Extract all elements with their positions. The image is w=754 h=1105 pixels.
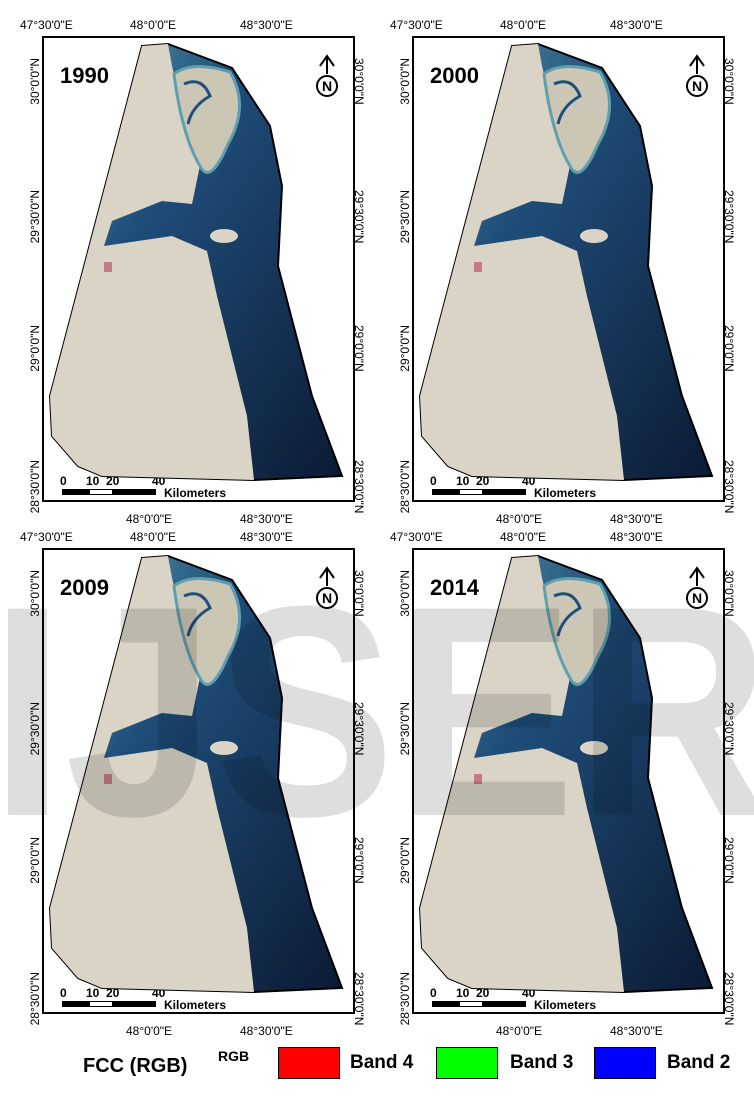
left-tick-label: 29°30'0"N bbox=[28, 190, 42, 243]
north-arrow-icon: N bbox=[317, 56, 337, 96]
top-tick-label: 48°0'0"E bbox=[130, 18, 176, 32]
left-tick-label: 29°0'0"N bbox=[398, 837, 412, 884]
left-tick-label: 28°30'0"N bbox=[398, 972, 412, 1025]
satellite-map: N bbox=[412, 36, 725, 502]
bottom-tick-label: 48°30'0"E bbox=[240, 512, 293, 526]
urban-patch bbox=[104, 774, 112, 784]
top-tick-label: 48°30'0"E bbox=[240, 18, 293, 32]
left-tick-label: 28°30'0"N bbox=[28, 972, 42, 1025]
svg-text:N: N bbox=[692, 78, 702, 94]
left-tick-label: 30°0'0"N bbox=[28, 570, 42, 617]
urban-patch bbox=[104, 262, 112, 272]
top-tick-label: 48°0'0"E bbox=[500, 530, 546, 544]
top-tick-label: 48°0'0"E bbox=[500, 18, 546, 32]
legend-label: Band 3 bbox=[510, 1052, 573, 1074]
top-tick-label: 48°30'0"E bbox=[610, 18, 663, 32]
top-tick-label: 48°30'0"E bbox=[240, 530, 293, 544]
scale-bar bbox=[432, 489, 526, 495]
scale-bar bbox=[432, 1001, 526, 1007]
north-arrow-icon: N bbox=[317, 568, 337, 608]
urban-patch bbox=[474, 774, 482, 784]
scale-bar bbox=[62, 489, 156, 495]
left-tick-label: 30°0'0"N bbox=[28, 58, 42, 105]
bottom-tick-label: 48°30'0"E bbox=[610, 512, 663, 526]
bottom-tick-label: 48°30'0"E bbox=[240, 1024, 293, 1038]
bottom-tick-label: 48°0'0"E bbox=[126, 512, 172, 526]
satellite-map: N bbox=[42, 548, 355, 1014]
left-tick-label: 29°30'0"N bbox=[398, 702, 412, 755]
left-tick-label: 29°30'0"N bbox=[398, 190, 412, 243]
bottom-tick-label: 48°0'0"E bbox=[496, 1024, 542, 1038]
left-tick-label: 28°30'0"N bbox=[398, 460, 412, 513]
small-island bbox=[210, 741, 238, 755]
small-island bbox=[580, 229, 608, 243]
left-tick-label: 30°0'0"N bbox=[398, 570, 412, 617]
left-tick-label: 30°0'0"N bbox=[398, 58, 412, 105]
left-tick-label: 29°0'0"N bbox=[28, 837, 42, 884]
legend-swatch-blue bbox=[594, 1047, 656, 1079]
scale-bar bbox=[62, 1001, 156, 1007]
top-tick-label: 47°30'0"E bbox=[20, 18, 73, 32]
svg-text:N: N bbox=[322, 590, 332, 606]
urban-patch bbox=[474, 262, 482, 272]
small-island bbox=[210, 229, 238, 243]
legend-label: Band 4 bbox=[350, 1052, 413, 1074]
top-tick-label: 47°30'0"E bbox=[20, 530, 73, 544]
top-tick-label: 47°30'0"E bbox=[390, 530, 443, 544]
satellite-map: N bbox=[42, 36, 355, 502]
legend-label: Band 2 bbox=[667, 1052, 730, 1074]
small-island bbox=[580, 741, 608, 755]
legend-swatch-red bbox=[278, 1047, 340, 1079]
top-tick-label: 48°30'0"E bbox=[610, 530, 663, 544]
legend-swatch-green bbox=[436, 1047, 498, 1079]
legend-superscript: RGB bbox=[218, 1048, 249, 1064]
satellite-map: N bbox=[412, 548, 725, 1014]
bottom-tick-label: 48°0'0"E bbox=[126, 1024, 172, 1038]
left-tick-label: 29°30'0"N bbox=[28, 702, 42, 755]
bottom-tick-label: 48°0'0"E bbox=[496, 512, 542, 526]
legend-title: FCC (RGB) bbox=[83, 1055, 187, 1078]
svg-text:N: N bbox=[692, 590, 702, 606]
svg-text:N: N bbox=[322, 78, 332, 94]
top-tick-label: 48°0'0"E bbox=[130, 530, 176, 544]
left-tick-label: 28°30'0"N bbox=[28, 460, 42, 513]
north-arrow-icon: N bbox=[687, 56, 707, 96]
north-arrow-icon: N bbox=[687, 568, 707, 608]
left-tick-label: 29°0'0"N bbox=[28, 325, 42, 372]
top-tick-label: 47°30'0"E bbox=[390, 18, 443, 32]
bottom-tick-label: 48°30'0"E bbox=[610, 1024, 663, 1038]
left-tick-label: 29°0'0"N bbox=[398, 325, 412, 372]
